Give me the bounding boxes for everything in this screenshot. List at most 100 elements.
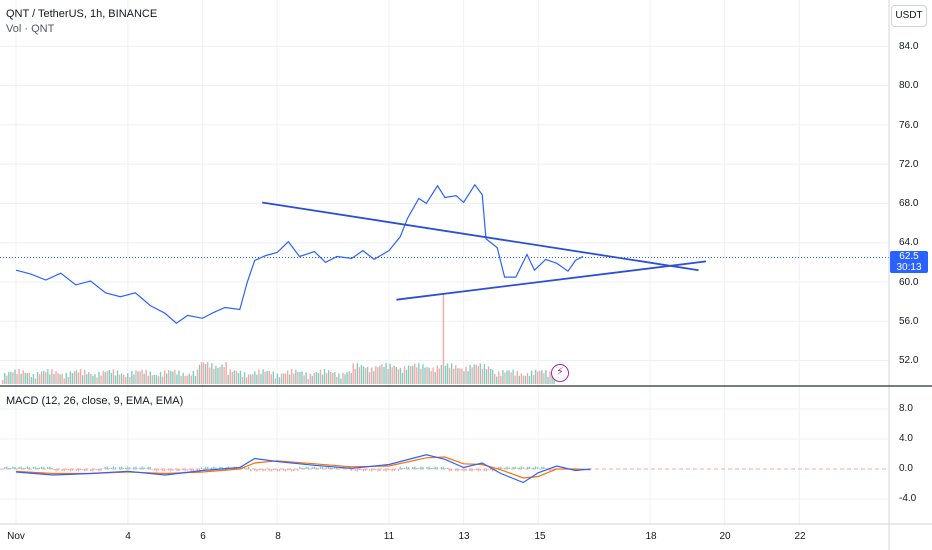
macd-histogram-bar	[227, 466, 229, 469]
macd-tick: -4.0	[899, 493, 917, 504]
macd-histogram-bar	[301, 467, 303, 469]
macd-tick: 8.0	[899, 403, 913, 414]
macd-histogram-bar	[149, 466, 151, 469]
volume-bar	[539, 370, 541, 384]
macd-histogram-bar	[377, 469, 379, 472]
volume-bar	[209, 367, 211, 384]
volume-bar	[114, 375, 117, 384]
volume-bar	[321, 374, 324, 384]
current-price-label: 62.5 30:13	[890, 251, 928, 273]
macd-histogram-bar	[36, 468, 39, 469]
macd-histogram-bar	[127, 466, 129, 469]
macd-histogram-bar	[516, 468, 518, 469]
trendline	[396, 260, 707, 301]
lightning-bolt-icon[interactable]: ⚡	[551, 364, 569, 382]
volume-bar	[198, 364, 201, 384]
macd-histogram-bar	[221, 466, 223, 469]
macd-histogram-bar	[24, 467, 26, 469]
volume-bar	[289, 374, 291, 384]
time-tick: 11	[383, 531, 395, 542]
macd-histogram-bar	[541, 466, 543, 469]
volume-bar	[22, 370, 24, 384]
volume-bar	[258, 369, 260, 384]
macd-histogram-bar	[459, 469, 461, 470]
macd-histogram-bar	[535, 466, 537, 469]
macd-histogram-bar	[204, 466, 207, 469]
volume-legend[interactable]: Vol · QNT	[6, 23, 55, 35]
macd-histogram-bar	[432, 467, 434, 469]
volume-bar	[55, 371, 57, 384]
volume-bar	[84, 369, 86, 384]
volume-bar	[190, 375, 192, 384]
macd-histogram-bar	[129, 467, 131, 469]
volume-bar	[510, 372, 512, 384]
volume-bar	[40, 371, 43, 384]
volume-bar	[274, 378, 277, 384]
volume-bar	[71, 373, 74, 384]
volume-bar	[387, 368, 389, 384]
volume-bar	[354, 368, 356, 384]
macd-histogram-bar	[299, 466, 301, 469]
volume-bar	[512, 369, 514, 384]
macd-histogram-bar	[545, 468, 547, 469]
volume-bar	[237, 373, 240, 384]
macd-histogram-bar	[537, 467, 539, 469]
currency-button[interactable]: USDT	[891, 5, 927, 27]
macd-histogram-bar	[416, 467, 418, 469]
macd-histogram-bar	[332, 468, 334, 469]
volume-bar	[336, 376, 338, 384]
symbol-legend[interactable]: QNT / TetherUS, 1h, BINANCE	[6, 8, 158, 20]
volume-bar	[522, 375, 525, 384]
macd-histogram-bar	[325, 467, 328, 469]
volume-bar	[102, 370, 104, 384]
bar-countdown: 30:13	[896, 262, 922, 273]
volume-bar	[547, 376, 549, 384]
macd-histogram-bar	[502, 468, 504, 469]
macd-histogram-bar	[122, 468, 125, 469]
volume-bar	[116, 370, 119, 384]
volume-bar	[30, 377, 33, 384]
volume-bar	[465, 366, 467, 384]
macd-histogram-bar	[418, 467, 420, 469]
volume-bar	[47, 369, 49, 384]
macd-legend[interactable]: MACD (12, 26, close, 9, EMA, EMA)	[6, 395, 184, 407]
time-tick: 18	[645, 531, 657, 542]
volume-bar	[108, 369, 110, 384]
macd-histogram-bar	[84, 469, 86, 472]
macd-histogram-bar	[508, 467, 510, 469]
volume-bar	[442, 294, 445, 384]
macd-histogram-bar	[57, 469, 59, 471]
macd-histogram-bar	[200, 467, 203, 469]
volume-bar	[217, 368, 219, 384]
volume-bar	[350, 372, 352, 384]
volume-bar	[424, 367, 426, 384]
macd-histogram-bar	[135, 466, 137, 469]
macd-tick: 0.0	[899, 463, 913, 474]
volume-bar	[186, 375, 188, 384]
volume-bar	[12, 372, 14, 384]
volume-bar	[14, 369, 16, 384]
volume-bar	[327, 370, 330, 384]
macd-histogram-bar	[190, 469, 192, 472]
volume-bar	[446, 363, 449, 384]
volume-bar	[379, 365, 381, 384]
volume-bar	[118, 374, 121, 384]
macd-histogram-bar	[319, 466, 322, 469]
volume-bar	[483, 364, 486, 384]
macd-histogram-bar	[551, 469, 553, 471]
volume-bar	[250, 374, 252, 384]
macd-histogram-bar	[469, 469, 471, 472]
macd-histogram-bar	[397, 469, 400, 471]
macd-histogram-bar	[86, 469, 88, 471]
volume-bar	[422, 364, 424, 384]
volume-bar	[231, 372, 233, 384]
macd-histogram-bar	[489, 469, 492, 471]
volume-bar	[229, 369, 231, 384]
macd-histogram-bar	[65, 469, 67, 470]
macd-histogram-bar	[500, 466, 502, 469]
volume-bar	[444, 365, 447, 384]
volume-bar	[36, 372, 39, 384]
volume-bar	[401, 372, 404, 384]
macd-histogram-bar	[196, 469, 199, 471]
